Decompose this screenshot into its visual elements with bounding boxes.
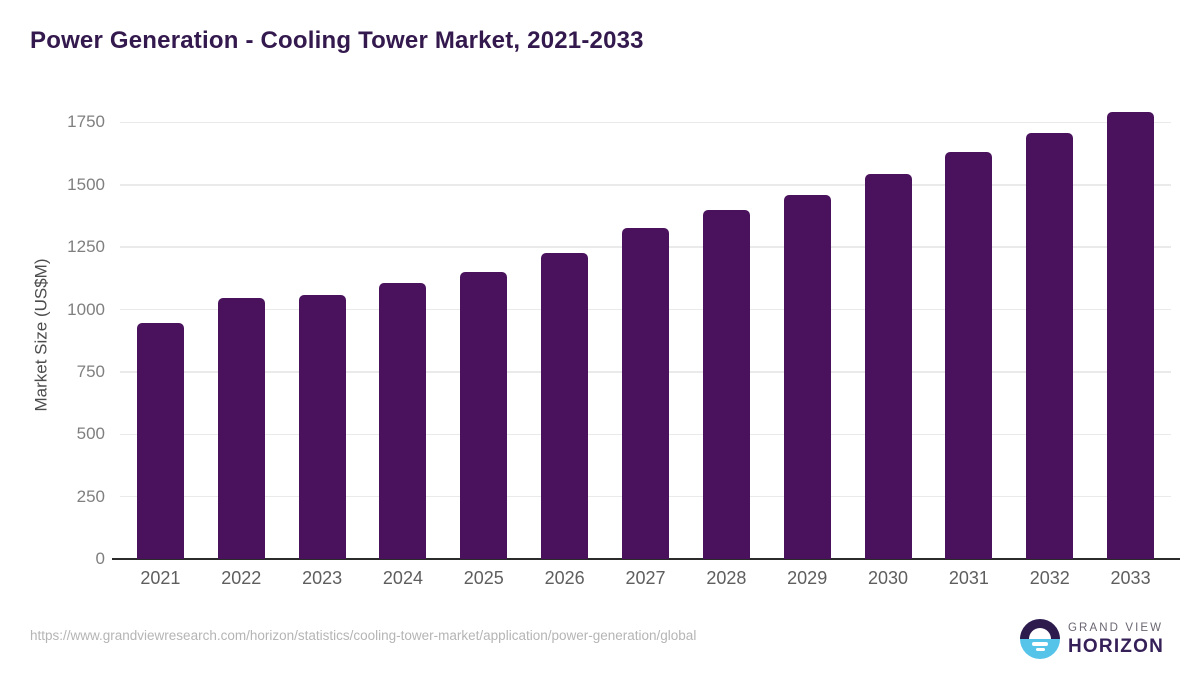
bar-2029	[783, 195, 831, 559]
water-line-shape	[1035, 647, 1045, 651]
y-tick-label-0: 0	[95, 549, 105, 568]
x-tick-label-2022: 2022	[221, 568, 262, 588]
bar-2026	[541, 252, 589, 559]
sun-arch-shape	[1029, 628, 1051, 639]
bar-2031	[945, 152, 993, 559]
x-tick-label-2025: 2025	[463, 568, 504, 588]
chart-title: Power Generation - Cooling Tower Market,…	[30, 27, 644, 54]
x-tick-label-2024: 2024	[382, 568, 423, 588]
bar-2033	[1107, 112, 1155, 559]
y-tick-label-1250: 1250	[67, 237, 105, 257]
x-axis-line	[112, 558, 1180, 560]
bar-2030	[864, 174, 912, 559]
x-tick-label-2032: 2032	[1029, 568, 1070, 588]
y-tick-label-1000: 1000	[67, 299, 105, 319]
logo-text: GRAND VIEW HORIZON	[1068, 622, 1164, 658]
y-axis-tick-labels: 0 250 500 750 1000 1250 1500 1750	[0, 110, 105, 568]
water-line-shape	[1032, 642, 1048, 646]
logo-text-horizon: HORIZON	[1068, 636, 1165, 657]
x-tick-label-2023: 2023	[302, 568, 343, 588]
gridline-1750	[120, 121, 1171, 124]
x-tick-label-2028: 2028	[706, 568, 747, 588]
horizon-sun-icon	[1020, 619, 1060, 659]
x-tick-label-2027: 2027	[625, 568, 666, 588]
bar-2027	[622, 228, 669, 559]
bar-2024	[379, 283, 427, 559]
y-tick-label-750: 750	[76, 361, 105, 381]
x-tick-label-2026: 2026	[544, 568, 585, 588]
y-tick-label-1500: 1500	[67, 174, 105, 194]
bar-2032	[1026, 133, 1074, 559]
bar-2022	[217, 297, 265, 559]
x-tick-label-2021: 2021	[140, 568, 181, 588]
y-tick-label-500: 500	[76, 424, 105, 444]
x-axis-tick-labels: 2021 2022 2023 2024 2025 2026 2027 2028 2029 2030…	[120, 568, 1171, 594]
grand-view-horizon-logo: GRAND VIEW HORIZON	[1020, 618, 1163, 662]
y-tick-label-1750: 1750	[67, 112, 105, 132]
bar-2028	[702, 209, 750, 559]
x-tick-label-2029: 2029	[787, 568, 828, 588]
x-tick-label-2033: 2033	[1110, 568, 1151, 588]
source-url: https://www.grandviewresearch.com/horizo…	[30, 628, 697, 643]
bar-2025	[460, 271, 508, 559]
gridline-1500	[120, 184, 1171, 186]
y-tick-label-250: 250	[76, 486, 105, 506]
x-tick-label-2030: 2030	[868, 568, 909, 588]
plot-area	[112, 110, 1180, 560]
logo-text-grand-view: GRAND VIEW	[1068, 622, 1164, 634]
bar-2023	[298, 294, 346, 559]
x-tick-label-2031: 2031	[948, 568, 989, 588]
bar-2021	[136, 323, 184, 559]
